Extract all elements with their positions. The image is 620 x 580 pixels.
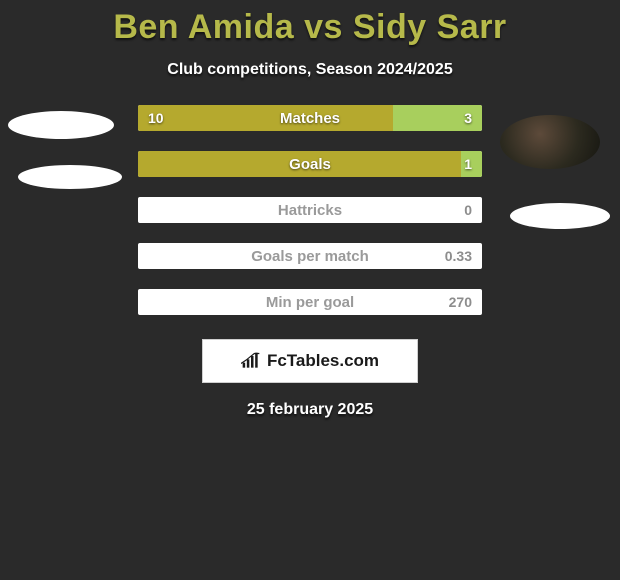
stat-seg-left [138, 151, 461, 177]
stat-seg-center [138, 289, 482, 315]
page-title: Ben Amida vs Sidy Sarr [0, 8, 620, 47]
team-right-logo [510, 203, 610, 229]
comparison-area: Matches103 Goals1 Hattricks0 Goals per matc… [0, 105, 620, 315]
stat-seg-left [138, 105, 393, 131]
brand-text: FcTables.com [267, 351, 379, 371]
stat-seg-center [138, 197, 482, 223]
stats-bars: Matches103 Goals1 Hattricks0 Goals per matc… [138, 105, 482, 315]
stat-seg-right [393, 105, 482, 131]
player-left-avatar [8, 111, 114, 139]
player-right-avatar [500, 115, 600, 169]
bar-chart-icon [241, 352, 261, 370]
stat-row: Min per goal270 [138, 289, 482, 315]
date-text: 25 february 2025 [0, 401, 620, 419]
stat-row: Matches103 [138, 105, 482, 131]
stat-row: Goals1 [138, 151, 482, 177]
subtitle: Club competitions, Season 2024/2025 [0, 61, 620, 79]
stat-row: Goals per match0.33 [138, 243, 482, 269]
stat-seg-center [138, 243, 482, 269]
brand-box[interactable]: FcTables.com [202, 339, 418, 383]
team-left-logo [18, 165, 122, 189]
stat-row: Hattricks0 [138, 197, 482, 223]
stat-seg-right [461, 151, 482, 177]
